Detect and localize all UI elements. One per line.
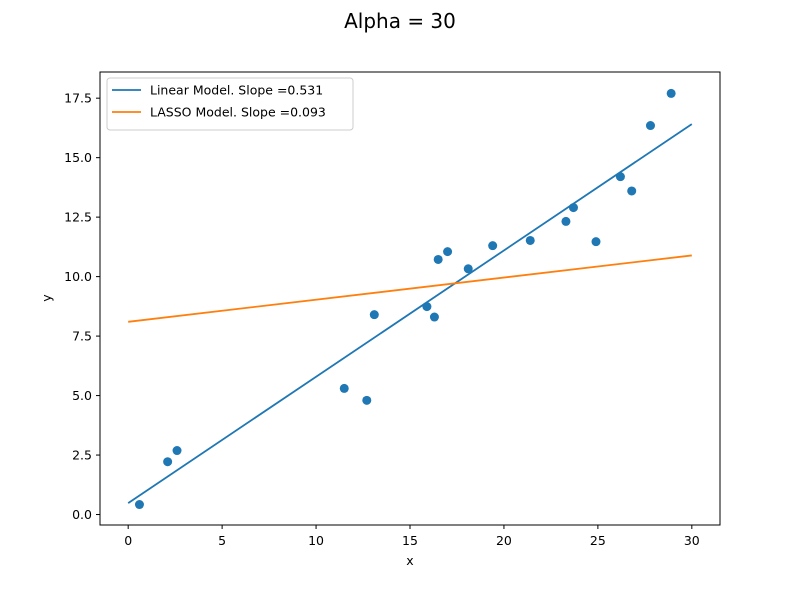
scatter-point [645, 121, 655, 131]
series-line-1 [127, 123, 693, 504]
x-axis-label: x [406, 553, 413, 568]
scatter-point [433, 254, 443, 264]
x-tick-label: 30 [684, 533, 700, 548]
x-tick-label: 10 [308, 533, 324, 548]
scatter-point [525, 235, 535, 245]
scatter-point [561, 216, 571, 226]
scatter-point [666, 88, 676, 98]
scatter-point [339, 383, 349, 393]
legend-box [106, 77, 354, 131]
y-tick-label: 15.0 [64, 150, 92, 165]
scatter-point [568, 203, 578, 213]
scatter-point [443, 247, 453, 257]
axes-frame [99, 71, 721, 526]
scatter-point [429, 312, 439, 322]
plot-area [127, 88, 693, 510]
y-tick-label: 12.5 [64, 210, 92, 225]
legend-label-1: Linear Model. Slope =0.531 [150, 83, 323, 98]
scatter-point [362, 395, 372, 405]
y-axis-label: y [39, 294, 54, 302]
y-tick-label: 0.0 [72, 507, 92, 522]
x-tick-label: 15 [402, 533, 418, 548]
y-tick-label: 17.5 [64, 91, 92, 106]
axes: 0 5 10 15 20 25 30 0.0 2.5 5.0 7.5 10.0 12.5 15.0 17.5 [64, 71, 721, 548]
scatter-point [463, 264, 473, 274]
legend: Linear Model. Slope =0.531 LASSO Model. S… [106, 77, 354, 131]
legend-label-2: LASSO Model. Slope =0.093 [150, 105, 326, 120]
scatter-point [627, 186, 637, 196]
x-tick-label: 25 [590, 533, 606, 548]
x-tick-label: 5 [218, 533, 226, 548]
scatter-point [422, 302, 432, 312]
scatter-point [172, 446, 182, 456]
scatter-point [615, 172, 625, 182]
y-tick-label: 2.5 [72, 448, 92, 463]
series-line-2 [128, 254, 692, 323]
scatter-point [163, 457, 173, 467]
y-tick-label: 10.0 [64, 269, 92, 284]
x-tick-label: 0 [124, 533, 132, 548]
x-tick-label: 20 [496, 533, 512, 548]
chart-title: Alpha = 30 [344, 9, 456, 33]
scatter-point [488, 241, 498, 251]
scatter-point [369, 310, 379, 320]
scatter-point [591, 237, 601, 247]
y-tick-label: 7.5 [72, 329, 92, 344]
scatter-point [134, 500, 144, 510]
y-tick-label: 5.0 [72, 388, 92, 403]
